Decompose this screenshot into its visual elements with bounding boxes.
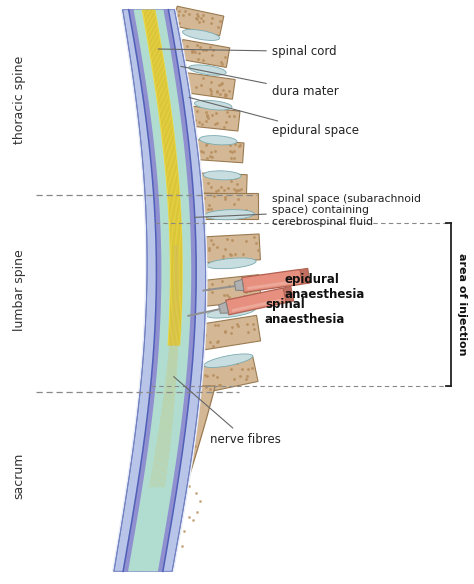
Polygon shape [179, 40, 230, 67]
Polygon shape [201, 274, 261, 307]
Ellipse shape [206, 306, 255, 318]
Polygon shape [142, 10, 183, 346]
Polygon shape [300, 268, 310, 284]
Text: spinal
anaesthesia: spinal anaesthesia [265, 298, 345, 326]
Ellipse shape [199, 135, 237, 145]
Polygon shape [135, 554, 158, 571]
Polygon shape [247, 280, 297, 290]
Polygon shape [219, 302, 228, 313]
Text: spinal space (subarachnoid
space) containing
cerebrospinal fluid: spinal space (subarachnoid space) contai… [195, 194, 421, 227]
Text: thoracic spine: thoracic spine [13, 55, 26, 144]
Polygon shape [185, 73, 235, 99]
Ellipse shape [204, 210, 254, 220]
Polygon shape [226, 288, 289, 315]
Polygon shape [195, 140, 244, 163]
Polygon shape [235, 279, 244, 291]
Polygon shape [114, 10, 206, 571]
Ellipse shape [194, 100, 232, 110]
Polygon shape [200, 193, 257, 219]
Text: nerve fibres: nerve fibres [173, 377, 281, 446]
Ellipse shape [189, 65, 226, 75]
Polygon shape [131, 386, 215, 554]
Polygon shape [191, 106, 240, 131]
Polygon shape [123, 10, 196, 571]
Ellipse shape [182, 29, 220, 40]
Ellipse shape [203, 171, 241, 180]
Polygon shape [201, 234, 260, 263]
Text: dura mater: dura mater [181, 67, 338, 98]
Text: epidural
anaesthesia: epidural anaesthesia [284, 273, 365, 301]
Polygon shape [283, 286, 294, 303]
Text: lumbar spine: lumbar spine [13, 249, 26, 331]
Ellipse shape [207, 258, 256, 269]
Polygon shape [173, 6, 224, 36]
Polygon shape [128, 10, 191, 571]
Text: epidural space: epidural space [189, 98, 359, 137]
Text: area of injection: area of injection [456, 253, 467, 356]
Polygon shape [242, 270, 305, 293]
Polygon shape [232, 299, 281, 312]
Polygon shape [112, 10, 208, 571]
Text: spinal cord: spinal cord [158, 45, 337, 58]
Polygon shape [196, 356, 258, 394]
Polygon shape [199, 173, 247, 194]
Ellipse shape [204, 354, 253, 367]
Text: sacrum: sacrum [13, 453, 26, 499]
Polygon shape [200, 315, 261, 350]
